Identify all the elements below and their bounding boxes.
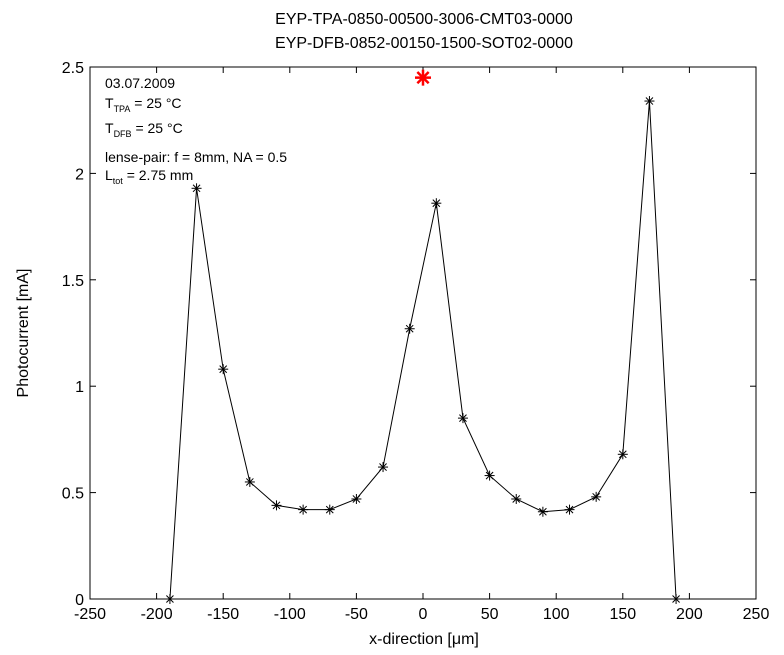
x-tick-label: -250 [74, 606, 106, 623]
x-tick-label: 0 [419, 606, 428, 623]
data-point [218, 364, 229, 375]
data-point [404, 323, 415, 334]
data-point [164, 594, 175, 604]
y-tick-label: 2 [75, 166, 84, 183]
data-point [191, 183, 202, 194]
annotation-l-tot-sub: tot [113, 176, 124, 186]
annotation-t-dfb: TDFB = 25 °C [105, 120, 183, 139]
annotation-t-dfb-rest: = 25 °C [132, 120, 183, 136]
data-point [298, 504, 309, 515]
data-point [378, 462, 389, 473]
series-line [169, 101, 677, 600]
x-tick-label: 150 [609, 606, 636, 623]
data-point [431, 198, 442, 209]
y-tick-label: 2.5 [62, 60, 84, 77]
data-point [484, 470, 495, 481]
data-point [617, 449, 628, 460]
x-axis-ticks: -250 -200 -150 -100 -50 0 50 100 150 200 250 [74, 67, 769, 623]
annotation-l-tot: Ltot = 2.75 mm [105, 167, 193, 186]
annotation-t-tpa-rest: = 25 °C [130, 95, 181, 111]
annotation-block: 03.07.2009 TTPA = 25 °C TDFB = 25 °C len… [105, 75, 287, 186]
annotation-l-tot-main: L [105, 167, 113, 183]
x-tick-label: -200 [141, 606, 173, 623]
y-tick-label: 0 [75, 592, 84, 609]
annotation-date: 03.07.2009 [105, 75, 175, 91]
chart-title-line-2: EYP-DFB-0852-00150-1500-SOT02-0000 [275, 35, 573, 52]
chart-title-line-1: EYP-TPA-0850-00500-3006-CMT03-0000 [275, 11, 573, 28]
y-axis-label: Photocurrent [mA] [15, 269, 32, 398]
data-point [457, 413, 468, 424]
data-point [351, 493, 362, 504]
x-tick-label: -50 [345, 606, 368, 623]
x-tick-label: -100 [274, 606, 306, 623]
x-tick-label: 100 [543, 606, 570, 623]
y-tick-label: 0.5 [62, 486, 84, 503]
annotation-t-tpa-main: T [105, 95, 114, 111]
annotation-t-dfb-main: T [105, 120, 114, 136]
x-tick-label: 50 [481, 606, 499, 623]
annotation-l-tot-rest: = 2.75 mm [123, 167, 193, 183]
x-tick-label: 250 [743, 606, 770, 623]
x-axis-label: x-direction [μm] [369, 631, 479, 648]
data-point [591, 491, 602, 502]
y-tick-label: 1.5 [62, 273, 84, 290]
x-tick-label: -150 [207, 606, 239, 623]
data-point [271, 500, 282, 511]
y-tick-label: 1 [75, 379, 84, 396]
data-point [244, 476, 255, 487]
highlight-point [415, 69, 431, 86]
data-point [537, 506, 548, 517]
data-point [324, 504, 335, 515]
plot-area [89, 66, 757, 600]
series-group [164, 96, 682, 604]
highlight-group [415, 69, 431, 86]
annotation-t-tpa: TTPA = 25 °C [105, 95, 182, 114]
annotation-t-tpa-sub: TPA [114, 104, 131, 114]
data-point [511, 493, 522, 504]
data-point [644, 96, 655, 107]
data-point [671, 594, 682, 604]
annotation-lense: lense-pair: f = 8mm, NA = 0.5 [105, 149, 287, 165]
annotation-t-dfb-sub: DFB [114, 129, 132, 139]
x-tick-label: 200 [676, 606, 703, 623]
y-axis-ticks: 0 0.5 1 1.5 2 2.5 [62, 60, 756, 609]
data-point [564, 504, 575, 515]
